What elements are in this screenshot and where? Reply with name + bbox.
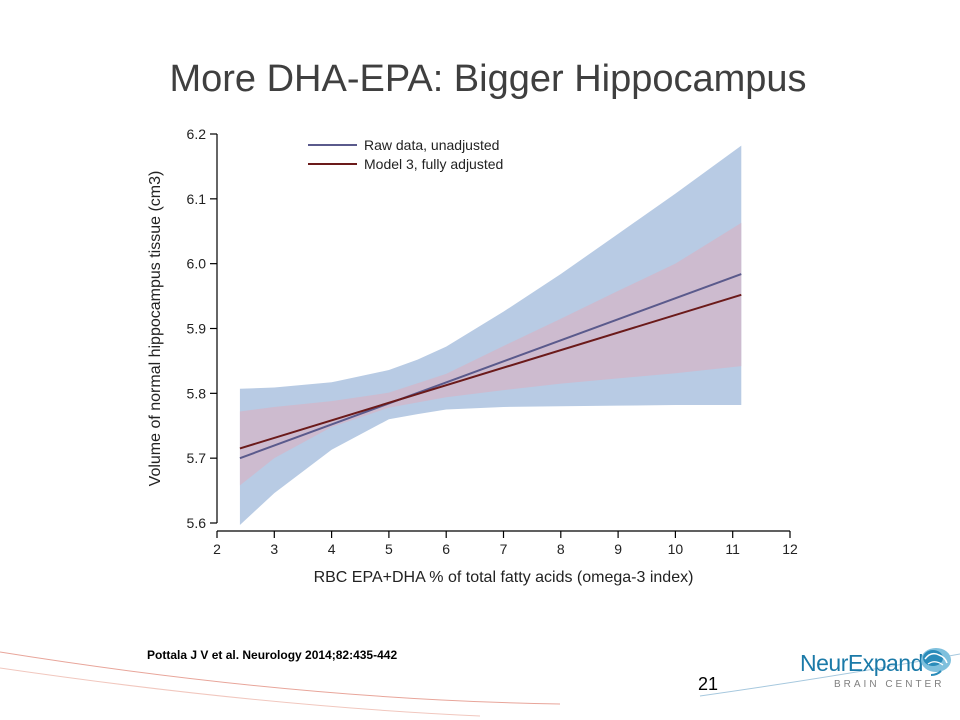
logo-subtitle: BRAIN CENTER [834,679,945,690]
confidence-bands [239,145,742,525]
x-tick-label: 10 [668,541,684,557]
series-line-2 [239,293,742,450]
y-tick-label: 6.0 [187,256,207,272]
legend: Raw data, unadjusted Model 3, fully adjus… [308,137,503,172]
legend-label-2: Model 3, fully adjusted [364,156,503,172]
y-tick-label: 6.2 [187,126,207,142]
axes: 5.6 5.7 5.8 5.9 6.0 6.1 6.2 2 3 4 5 6 7 8 9 10 11 12 RBC E… [147,126,798,586]
x-tick-label: 11 [725,541,740,557]
slide-title: More DHA-EPA: Bigger Hippocampus [169,58,807,100]
confidence-band-1 [239,145,742,525]
logo: NeurExpand BRAIN CENTER [800,640,951,700]
x-tick-label: 3 [270,541,278,557]
x-tick-label: 6 [442,541,450,557]
x-axis-label: RBC EPA+DHA % of total fatty acids (omeg… [314,569,694,586]
y-tick-label: 6.1 [187,191,207,207]
y-tick-label: 5.7 [187,450,207,466]
series-line-1 [239,273,742,460]
confidence-band-2 [239,222,742,486]
x-tick-label: 9 [614,541,622,557]
x-tick-label: 12 [782,541,798,557]
legend-label-1: Raw data, unadjusted [364,137,499,153]
y-tick-label: 5.6 [187,515,207,531]
x-tick-label: 4 [328,541,336,557]
logo-name: NeurExpand [800,650,923,676]
x-tick-label: 5 [385,541,393,557]
page-number: 21 [698,674,719,694]
regression-lines [239,273,742,460]
y-tick-label: 5.9 [187,321,207,337]
x-tick-label: 8 [557,541,565,557]
citation: Pottala J V et al. Neurology 2014;82:435… [147,648,398,662]
x-tick-label: 2 [213,541,221,557]
x-tick-label: 7 [500,541,508,557]
y-axis-label: Volume of normal hippocampus tissue (cm3… [147,171,164,487]
brain-icon [921,648,951,676]
y-tick-label: 5.8 [187,385,207,401]
